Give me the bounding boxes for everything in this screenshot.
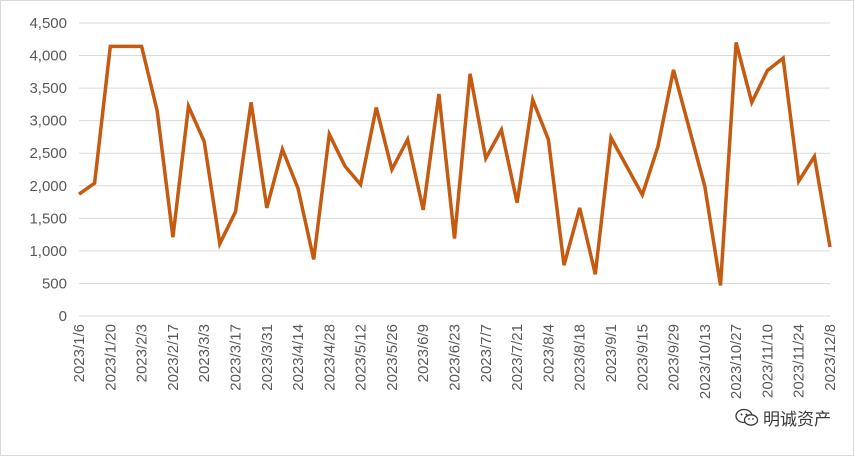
- x-tick-label: 2023/9/1: [603, 324, 620, 382]
- x-tick-label: 2023/4/14: [290, 324, 307, 391]
- data-point: [797, 180, 800, 183]
- x-tick-label: 2023/7/7: [478, 324, 495, 382]
- x-tick-label: 2023/8/4: [540, 324, 557, 382]
- data-point: [672, 68, 675, 71]
- x-tick-label: 2023/2/3: [134, 324, 151, 382]
- data-point: [93, 182, 96, 185]
- data-point: [703, 185, 706, 188]
- x-tick-label: 2023/9/29: [666, 324, 683, 391]
- data-point: [109, 45, 112, 48]
- y-tick-label: 4,000: [29, 48, 67, 65]
- data-point: [578, 206, 581, 209]
- data-point: [312, 258, 315, 261]
- data-point: [609, 136, 612, 139]
- y-tick-label: 3,000: [29, 113, 67, 130]
- x-tick-label: 2023/3/31: [259, 324, 276, 391]
- x-tick-label: 2023/8/18: [572, 324, 589, 391]
- x-tick-label: 2023/2/17: [165, 324, 182, 391]
- data-point: [406, 138, 409, 141]
- data-point: [265, 206, 268, 209]
- y-tick-label: 1,000: [29, 243, 67, 260]
- x-tick-label: 2023/6/23: [447, 324, 464, 391]
- watermark-text: 明诚资产: [763, 410, 831, 430]
- data-point: [594, 273, 597, 276]
- y-tick-label: 2,000: [29, 178, 67, 195]
- data-point: [547, 138, 550, 141]
- data-point: [124, 45, 127, 48]
- x-tick-label: 2023/5/26: [384, 324, 401, 391]
- x-tick-label: 2023/4/28: [321, 324, 338, 391]
- x-tick-label: 2023/1/20: [102, 324, 119, 391]
- x-tick-label: 2023/9/15: [634, 324, 651, 391]
- x-tick-label: 2023/10/13: [697, 324, 714, 399]
- data-point: [78, 193, 81, 196]
- data-point: [437, 92, 440, 95]
- data-point: [735, 41, 738, 44]
- data-point: [484, 157, 487, 160]
- data-point: [375, 106, 378, 109]
- x-tick-label: 2023/3/3: [196, 324, 213, 382]
- data-point: [516, 201, 519, 204]
- data-point: [531, 98, 534, 101]
- data-point: [250, 101, 253, 104]
- x-tick-label: 2023/11/10: [759, 324, 776, 398]
- data-point: [641, 193, 644, 196]
- data-point: [281, 148, 284, 151]
- x-tick-label: 2023/1/6: [71, 324, 88, 382]
- data-point: [218, 242, 221, 245]
- series-line: [77, 42, 832, 286]
- wechat-icon: [735, 408, 759, 428]
- data-point: [563, 264, 566, 267]
- data-point: [656, 145, 659, 148]
- data-point: [829, 245, 832, 248]
- data-point: [390, 168, 393, 171]
- x-tick-label: 2023/11/24: [791, 324, 808, 398]
- data-point: [234, 210, 237, 213]
- y-tick-label: 0: [59, 308, 67, 325]
- data-point: [328, 133, 331, 136]
- data-point: [453, 237, 456, 240]
- x-tick-label: 2023/7/21: [509, 324, 526, 391]
- data-point: [500, 128, 503, 131]
- y-tick-label: 1,500: [29, 210, 67, 227]
- x-tick-label: 2023/12/8: [822, 324, 839, 391]
- x-tick-label: 2023/3/17: [227, 324, 244, 391]
- data-point: [171, 236, 174, 239]
- data-point: [813, 155, 816, 158]
- data-point: [140, 45, 143, 48]
- data-point: [343, 165, 346, 168]
- x-tick-label: 2023/5/12: [353, 324, 370, 391]
- data-point: [750, 101, 753, 104]
- data-point: [766, 69, 769, 72]
- data-point: [203, 140, 206, 143]
- x-tick-label: 2023/6/9: [415, 324, 432, 382]
- watermark: 明诚资产: [735, 405, 831, 430]
- y-tick-label: 4,500: [29, 15, 67, 32]
- y-tick-label: 3,500: [29, 80, 67, 97]
- y-tick-label: 500: [42, 275, 67, 292]
- x-tick-label: 2023/10/27: [728, 324, 745, 399]
- y-tick-label: 2,500: [29, 145, 67, 162]
- data-point: [297, 187, 300, 190]
- data-point: [156, 109, 159, 112]
- data-point: [187, 105, 190, 108]
- data-point: [469, 72, 472, 75]
- data-point: [719, 284, 722, 287]
- data-point: [359, 183, 362, 186]
- data-point: [422, 208, 425, 211]
- data-point: [782, 57, 785, 60]
